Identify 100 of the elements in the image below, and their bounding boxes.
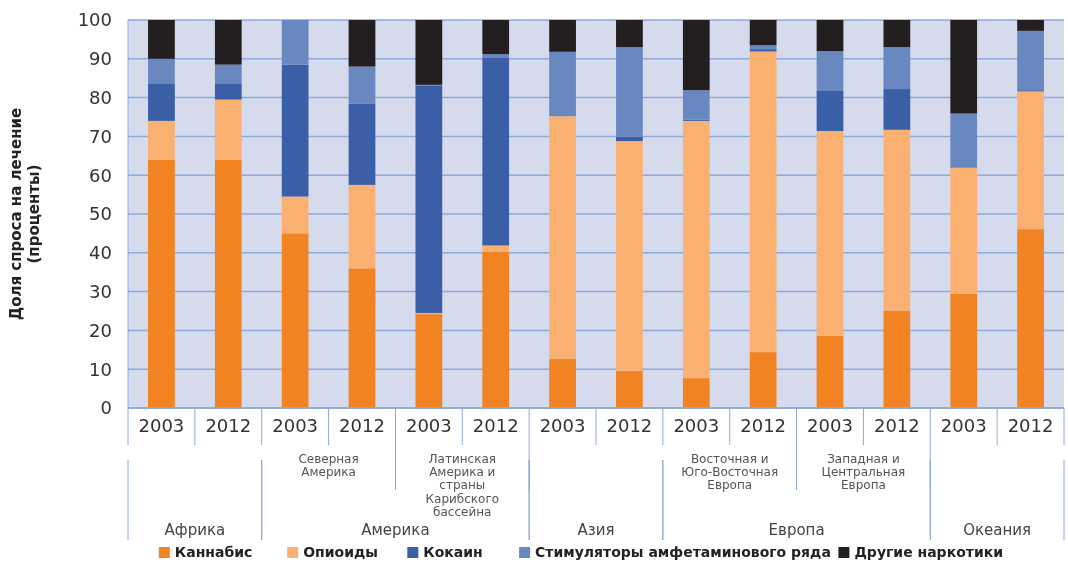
y-tick-label: 30	[89, 280, 112, 302]
bar	[214, 159, 242, 408]
x-tick-label: 2003	[138, 415, 185, 436]
text: Восточная и Юго-Восточная Европа	[681, 452, 779, 493]
y-tick-label: 100	[77, 9, 112, 31]
x-tick-label: 2012	[472, 415, 519, 436]
x-tick-label: 2003	[673, 415, 720, 436]
bar	[816, 91, 844, 131]
bar	[749, 352, 777, 408]
bar	[549, 358, 576, 408]
y-tick-label: 40	[89, 242, 112, 264]
bar	[148, 20, 175, 59]
y-tick-label: 70	[89, 125, 112, 147]
bar	[616, 141, 643, 371]
bar	[148, 84, 175, 121]
bar	[281, 233, 309, 408]
x-tick-label: 2003	[539, 415, 586, 436]
bar	[883, 89, 911, 130]
legend-label: Опиоиды	[303, 544, 378, 560]
legend-label: Стимуляторы амфетаминового ряда	[535, 544, 831, 560]
bar	[883, 310, 911, 408]
legend-label: Каннабис	[174, 544, 253, 560]
bar	[883, 20, 911, 48]
bar	[348, 268, 376, 408]
bar	[682, 20, 710, 91]
bar	[281, 20, 309, 65]
text: Азия	[577, 521, 615, 539]
y-tick-label: 20	[89, 319, 112, 341]
y-tick-label: 90	[89, 48, 112, 70]
x-tick-label: 2003	[272, 415, 319, 436]
bar	[281, 196, 309, 234]
bar	[214, 99, 242, 160]
text: Латинская Америка и страны Карибского бассейна	[425, 452, 500, 519]
y-axis-title: Доля спроса на лечение (проценты)	[7, 107, 43, 321]
bar	[816, 51, 844, 91]
bar	[682, 90, 710, 120]
bar	[1017, 20, 1044, 31]
bar	[482, 252, 510, 408]
bar	[749, 51, 777, 353]
bar	[415, 20, 443, 85]
text: Африка	[164, 521, 226, 539]
bar	[1017, 229, 1044, 408]
y-tick-label: 60	[89, 164, 112, 186]
bar	[950, 20, 978, 114]
text: Америка	[361, 521, 430, 539]
bar	[1017, 91, 1044, 230]
y-tick-label: 0	[100, 397, 112, 419]
bar	[749, 20, 777, 46]
bar	[148, 120, 175, 160]
bar	[148, 58, 175, 85]
bar	[348, 184, 376, 269]
bar	[348, 103, 376, 185]
bar	[616, 47, 643, 137]
bar	[682, 378, 710, 408]
bar	[415, 314, 443, 408]
x-tick-label: 2003	[940, 415, 987, 436]
bar	[616, 370, 643, 408]
x-tick-label: 2003	[807, 415, 853, 436]
bar	[482, 58, 510, 246]
bar	[682, 120, 710, 379]
bar	[214, 84, 242, 100]
bar	[281, 64, 309, 197]
x-tick-label: 2003	[405, 415, 452, 436]
x-tick-label: 2012	[740, 415, 787, 436]
bar	[214, 64, 242, 85]
bar	[1017, 30, 1044, 91]
legend-label: Другие наркотики	[854, 544, 1004, 560]
x-tick-label: 2012	[1007, 415, 1054, 436]
y-tick-label: 50	[89, 203, 112, 225]
bar	[816, 335, 844, 408]
bar	[415, 85, 443, 313]
bar	[482, 245, 510, 253]
bar	[950, 113, 978, 167]
legend-label: Кокаин	[423, 544, 483, 560]
bar	[950, 293, 978, 408]
text: Северная Америка	[298, 452, 359, 480]
text: Западная и Центральная Европа	[821, 452, 906, 493]
bar	[549, 51, 576, 117]
bar	[348, 66, 376, 104]
bar	[616, 136, 643, 142]
text: Европа	[768, 521, 825, 539]
bar	[883, 129, 911, 311]
x-tick-label: 2012	[205, 415, 252, 436]
bar	[348, 20, 376, 67]
bar	[950, 167, 978, 294]
y-tick-label: 80	[89, 86, 112, 108]
bar	[616, 20, 643, 48]
bar	[549, 116, 576, 359]
bar	[214, 20, 242, 65]
bar	[749, 45, 777, 50]
bar	[482, 54, 510, 59]
x-tick-label: 2012	[606, 415, 653, 436]
bar	[816, 130, 844, 336]
y-tick-label: 10	[89, 358, 112, 380]
bar	[883, 47, 911, 90]
bar	[482, 20, 510, 55]
x-tick-label: 2012	[339, 415, 385, 436]
x-tick-label: 2012	[873, 415, 920, 436]
bar	[816, 20, 844, 52]
bar	[148, 159, 175, 408]
